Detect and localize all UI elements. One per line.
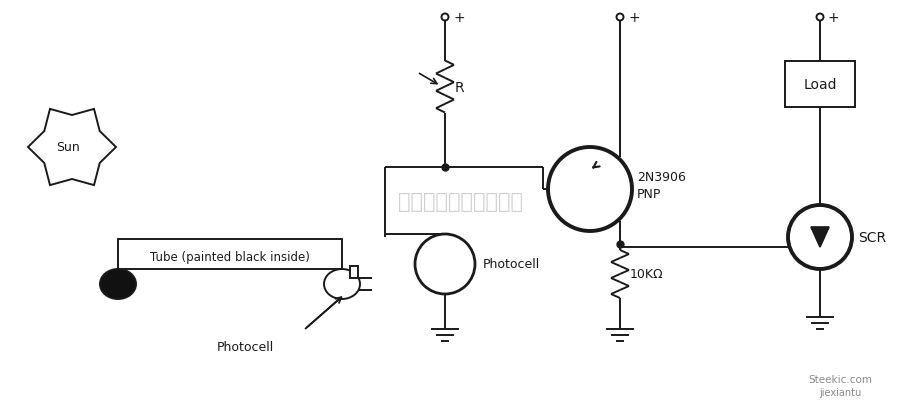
- Text: 杭州将睷科技有限公司: 杭州将睷科技有限公司: [397, 192, 523, 211]
- Text: SCR: SCR: [858, 231, 886, 244]
- Text: jiexiantu: jiexiantu: [819, 387, 861, 397]
- Text: +: +: [628, 11, 640, 25]
- Text: 2N3906: 2N3906: [637, 171, 686, 184]
- Circle shape: [415, 235, 475, 294]
- Bar: [785, 62, 855, 108]
- Circle shape: [788, 205, 852, 269]
- Text: Load: Load: [803, 78, 837, 92]
- Text: Steekic.com: Steekic.com: [808, 374, 872, 384]
- Bar: [350, 266, 358, 278]
- Polygon shape: [811, 227, 829, 247]
- Ellipse shape: [324, 269, 360, 299]
- Text: Photocell: Photocell: [217, 341, 274, 354]
- Text: Tube (painted black inside): Tube (painted black inside): [150, 251, 310, 264]
- Text: +: +: [828, 11, 840, 25]
- Text: 10KΩ: 10KΩ: [630, 268, 664, 281]
- Text: R: R: [455, 81, 465, 95]
- Circle shape: [548, 148, 632, 231]
- Polygon shape: [28, 109, 116, 186]
- Text: PNP: PNP: [637, 188, 661, 201]
- Text: Photocell: Photocell: [483, 258, 540, 271]
- Bar: [118, 239, 342, 269]
- Text: Sun: Sun: [56, 141, 80, 154]
- Text: +: +: [453, 11, 465, 25]
- Ellipse shape: [100, 269, 136, 299]
